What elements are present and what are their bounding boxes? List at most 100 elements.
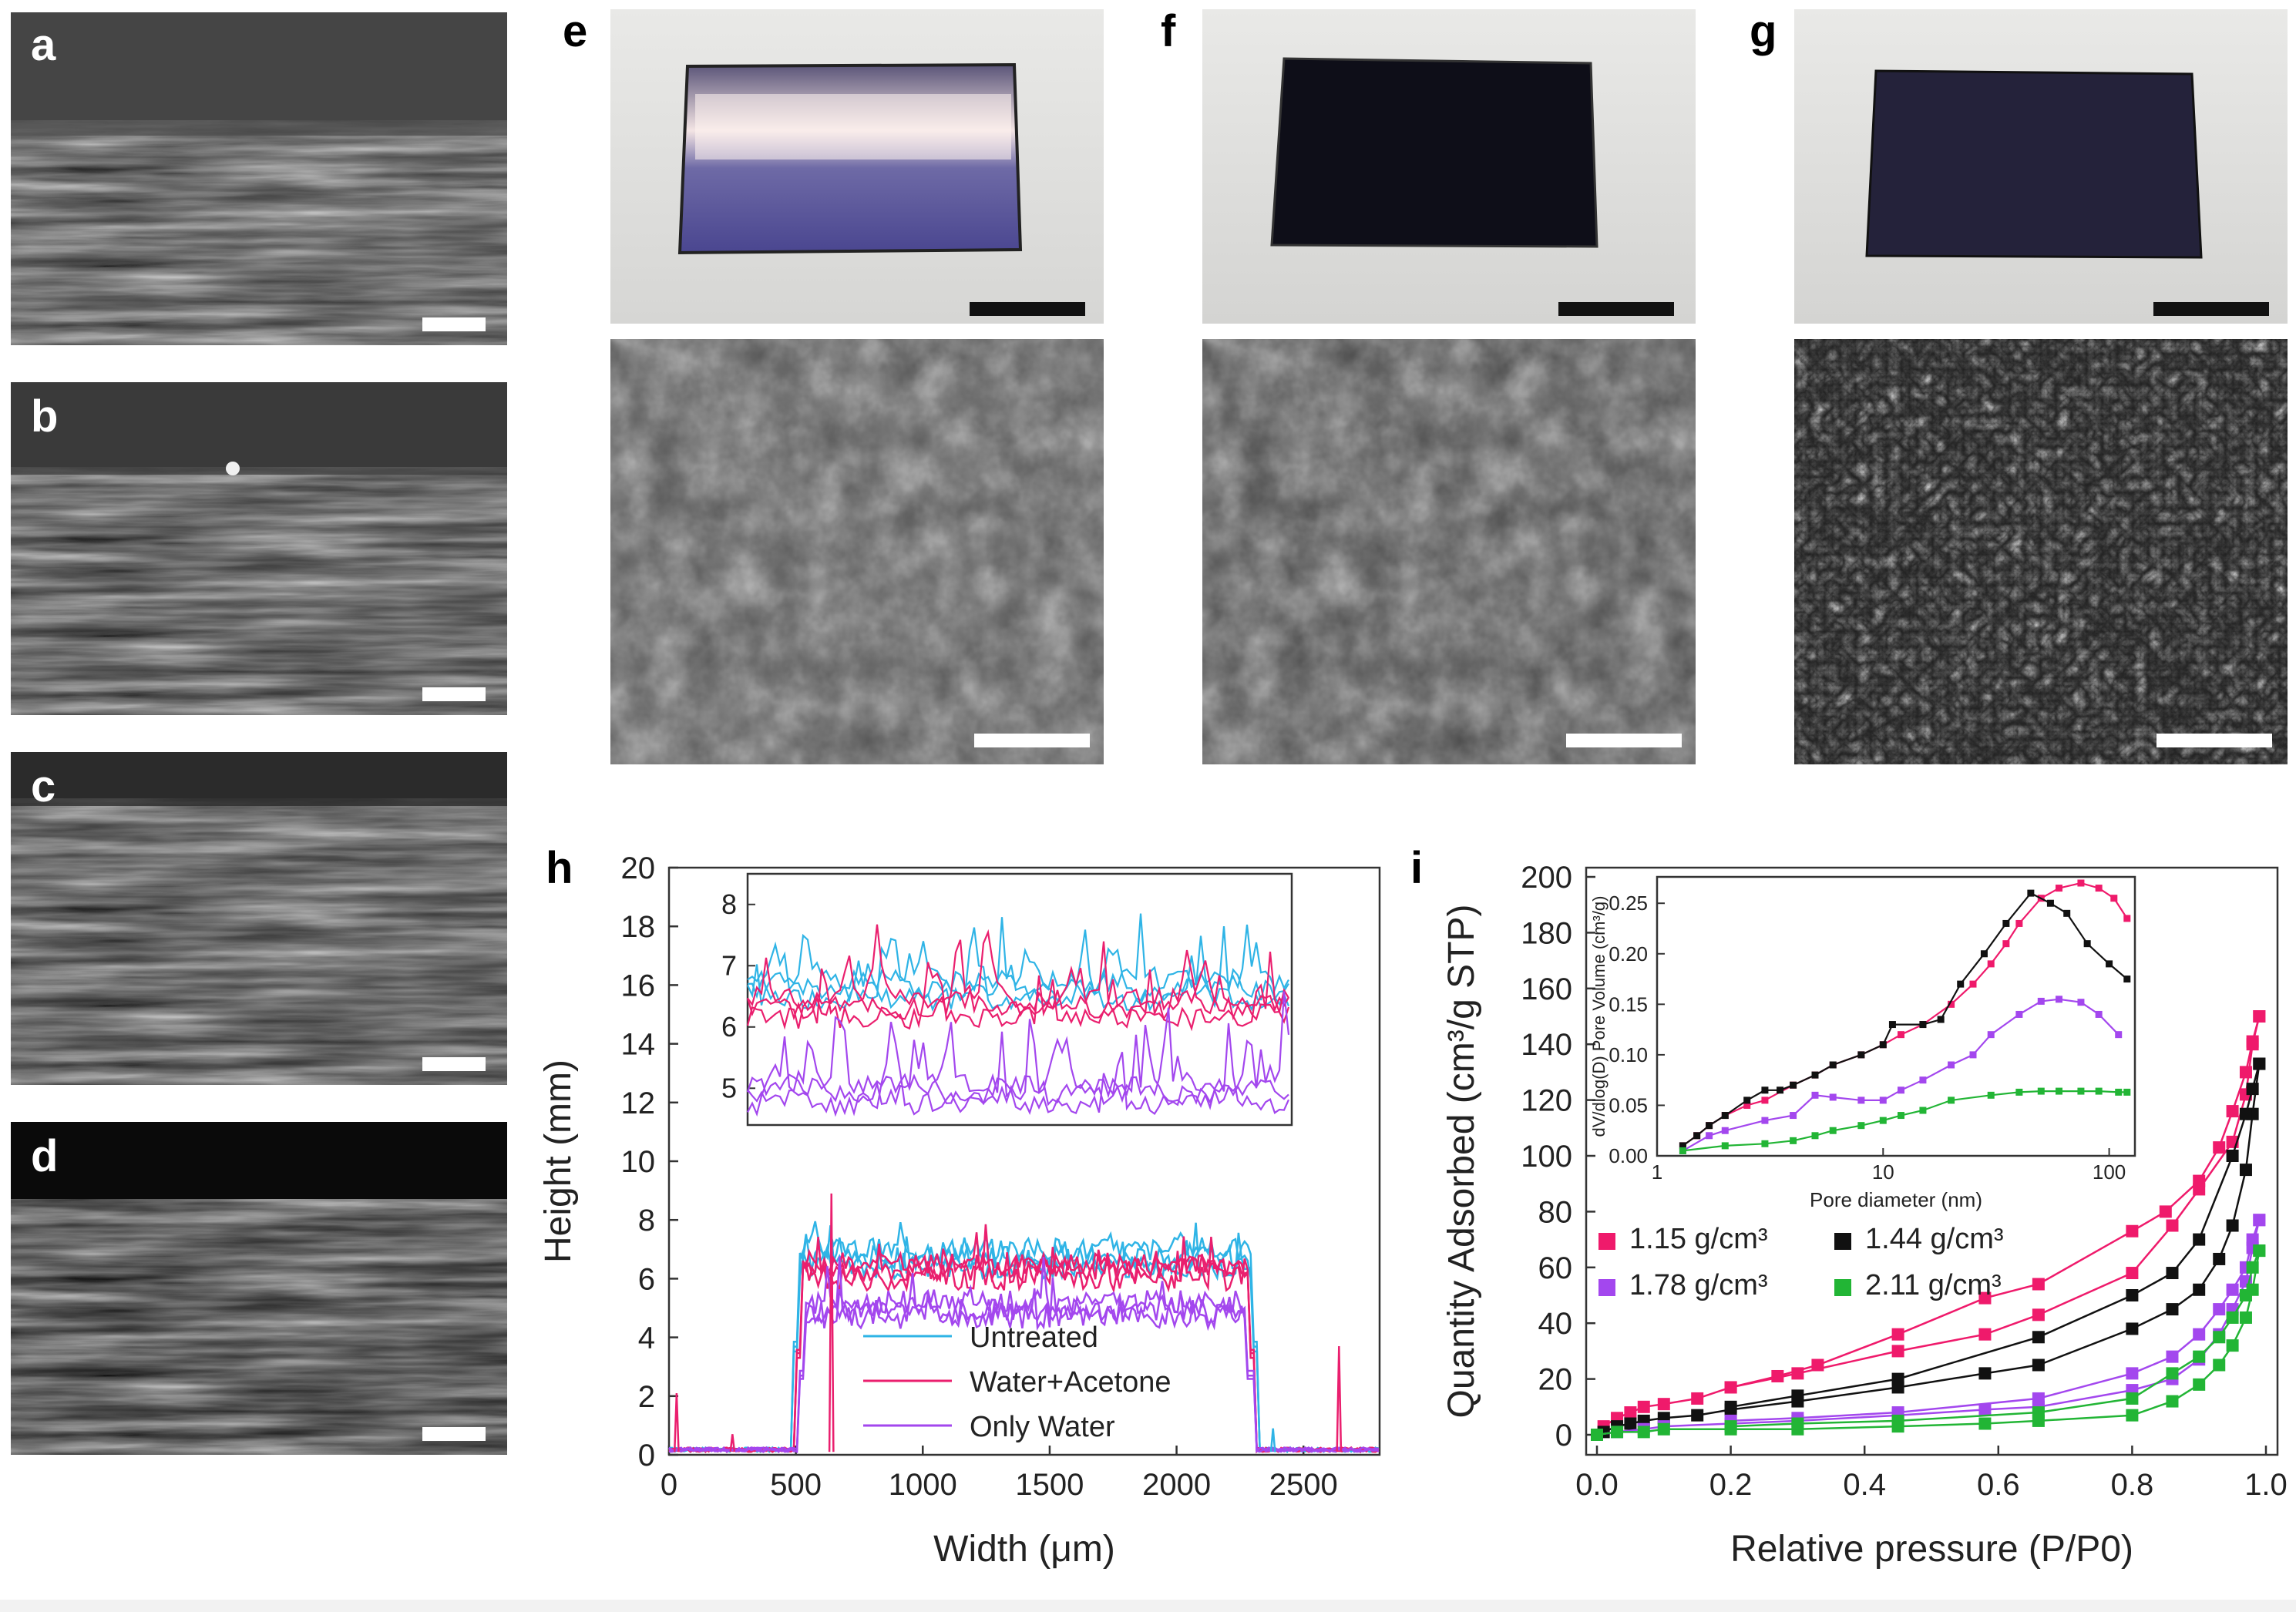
inset-line-only_water-1: [747, 1019, 1289, 1107]
sem-cross-section-c: [11, 752, 507, 1085]
isotherm-desorption-1: [1730, 1063, 2261, 1409]
photo-film-g: [1794, 9, 2288, 324]
isotherm-point-3: [1891, 1414, 1904, 1427]
isotherm-point-1: [2239, 1164, 2252, 1177]
isotherm-point-3: [1657, 1422, 1670, 1436]
isotherm-point-2: [1891, 1409, 1904, 1422]
inset-line-only_water-2: [747, 1021, 1290, 1117]
inset-psd-point-3: [1879, 1117, 1887, 1124]
isotherm-point-2: [2239, 1261, 2252, 1274]
inset-psd-point-0: [1987, 960, 1995, 968]
inset-psd-point-2: [1857, 1096, 1865, 1104]
inset-line-untreated-0: [747, 913, 1289, 994]
isotherm-point-1: [2193, 1233, 2206, 1246]
inset-psd-point-2: [2095, 1010, 2103, 1018]
isotherm-point-0: [1724, 1381, 1737, 1394]
isotherm-point-3: [2239, 1289, 2252, 1301]
inset-x-tick-label-i: 1: [1652, 1160, 1662, 1184]
isotherm-point-0: [2246, 1038, 2259, 1051]
inset-psd-point-2: [1790, 1112, 1797, 1120]
y-tick-label-h: 0: [638, 1439, 655, 1473]
scale-bar-f-photo: [1558, 302, 1674, 316]
y-tick-label-i: 20: [1538, 1363, 1573, 1397]
isotherm-desorption-2: [1730, 1219, 2261, 1422]
x-tick-label-h: 2000: [1142, 1468, 1211, 1502]
scale-bar-a: [422, 317, 486, 331]
inset-psd-point-1: [1879, 1041, 1887, 1049]
isotherm-point-0: [2193, 1183, 2206, 1196]
inset-x-tick-label-i: 100: [2093, 1160, 2126, 1184]
isotherm-point-3: [1724, 1420, 1737, 1433]
inset-psd-point-1: [2106, 960, 2113, 968]
inset-psd-point-3: [1987, 1091, 1995, 1099]
isotherm-point-1: [2226, 1219, 2239, 1232]
inset-psd-point-1: [1706, 1122, 1713, 1130]
profile-line-untreated-0: [668, 1236, 1380, 1453]
panel-label-i: i: [1410, 843, 1424, 893]
x-tick-label-i: 0.4: [1843, 1468, 1886, 1502]
inset-psd-point-2: [1679, 1147, 1686, 1154]
inset-psd-point-0: [1829, 1061, 1837, 1069]
inset-psd-point-3: [2077, 1087, 2085, 1095]
isotherm-point-3: [2246, 1283, 2259, 1296]
inset-frame-h: [746, 872, 1293, 1127]
isotherm-point-1: [2126, 1322, 2139, 1335]
isotherm-point-0: [2239, 1088, 2252, 1101]
inset-psd-point-0: [2015, 919, 2023, 927]
isotherm-point-2: [2246, 1233, 2259, 1246]
isotherm-point-1: [1591, 1429, 1603, 1441]
isotherm-point-3: [2253, 1244, 2266, 1258]
panel-label-f: f: [1161, 6, 1176, 56]
isotherm-point-2: [2193, 1353, 2206, 1366]
isotherm-point-2: [2193, 1328, 2206, 1341]
x-tick-label-i: 1.0: [2244, 1468, 2288, 1502]
isotherm-point-0: [1811, 1358, 1824, 1372]
isotherm-point-0: [2226, 1135, 2239, 1148]
inset-psd-point-2: [2115, 1031, 2123, 1039]
inset-psd-point-2: [2037, 997, 2045, 1005]
inset-y-tick-label-i: 0.05: [1609, 1093, 1648, 1117]
y-tick-label-h: 18: [621, 910, 656, 944]
isotherm-point-2: [2253, 1214, 2266, 1227]
scale-bar-e-photo: [970, 302, 1085, 316]
scale-bar-d: [422, 1427, 486, 1441]
legend-label-i-3: 2.11 g/cm³: [1865, 1269, 2002, 1301]
isotherm-point-3: [2126, 1409, 2139, 1422]
isotherm-point-1: [2213, 1252, 2226, 1265]
isotherm-point-0: [1891, 1345, 1904, 1358]
inset-psd-point-1: [1888, 1021, 1896, 1029]
isotherm-point-2: [2246, 1241, 2259, 1254]
x-tick-label-i: 0.8: [2111, 1468, 2154, 1502]
isotherm-point-2: [1591, 1429, 1603, 1441]
inset-psd-point-1: [2063, 909, 2071, 917]
isotherm-point-2: [2126, 1384, 2139, 1397]
isotherm-point-1: [2239, 1107, 2252, 1120]
inset-psd-line-1: [1682, 892, 2128, 1147]
inset-x-axis-label-i: Pore diameter (nm): [1810, 1188, 1982, 1211]
isotherm-point-2: [2166, 1350, 2179, 1363]
isotherm-point-3: [1611, 1426, 1624, 1439]
y-axis-label-i: Quantity Adsorbed (cm³/g STP): [1441, 905, 1482, 1419]
isotherm-point-2: [1657, 1420, 1670, 1433]
plot-frame-h: [667, 866, 1381, 1456]
isotherm-point-1: [1791, 1389, 1804, 1402]
inset-psd-point-0: [2037, 895, 2045, 902]
isotherm-point-1: [1724, 1400, 1737, 1413]
inset-psd-point-1: [2002, 919, 2010, 927]
inset-psd-point-0: [1857, 1051, 1865, 1059]
profile-line-untreated-1: [668, 1221, 1379, 1453]
isotherm-point-3: [2166, 1395, 2179, 1408]
inset-psd-point-0: [2002, 940, 2010, 948]
isotherm-point-2: [2032, 1392, 2045, 1405]
y-tick-label-i: 180: [1521, 916, 1572, 950]
isotherm-point-0: [2193, 1174, 2206, 1187]
isotherm-point-0: [2126, 1267, 2139, 1280]
y-axis-label-h: Height (mm): [538, 1060, 579, 1263]
isotherm-point-1: [2166, 1303, 2179, 1316]
x-tick-label-h: 500: [770, 1468, 822, 1502]
y-tick-label-h: 14: [621, 1028, 656, 1062]
isotherm-point-0: [1978, 1291, 1992, 1305]
inset-psd-point-2: [2015, 1010, 2023, 1018]
isotherm-point-1: [1611, 1420, 1624, 1433]
inset-psd-point-1: [2123, 976, 2131, 983]
